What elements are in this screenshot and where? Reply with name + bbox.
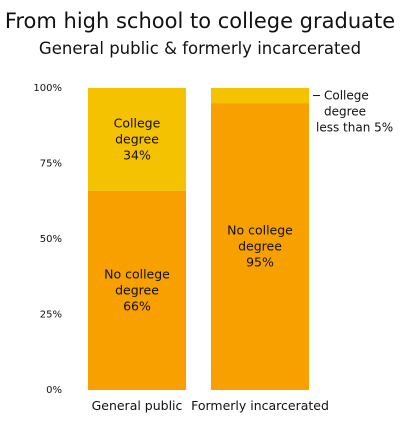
annotation-text: degree <box>324 105 366 119</box>
data-label: 34% <box>123 147 151 162</box>
y-tick-label: 75% <box>40 159 62 170</box>
bar-segment-college-1 <box>211 88 309 104</box>
category-label: Formerly incarcerated <box>191 398 329 413</box>
category-label: General public <box>92 398 183 413</box>
y-tick-label: 25% <box>40 310 62 321</box>
y-tick-label: 50% <box>40 234 62 245</box>
data-label: No college <box>227 223 293 238</box>
annotation-text: College <box>324 89 369 103</box>
data-label: No college <box>104 266 170 281</box>
data-label: degree <box>238 239 282 254</box>
data-label: degree <box>115 282 159 297</box>
annotation-text: less than 5% <box>316 121 393 135</box>
bar-segment-no-college-0 <box>88 190 186 390</box>
data-label: 95% <box>246 255 274 270</box>
bar-segment-no-college-1 <box>211 103 309 390</box>
y-tick-label: 100% <box>33 83 62 94</box>
data-label: degree <box>115 131 159 146</box>
chart-subtitle: General public & formerly incarcerated <box>38 39 362 58</box>
y-tick-label: 0% <box>46 385 62 396</box>
data-label: College <box>114 115 161 130</box>
chart-title: From high school to college graduate <box>4 9 396 33</box>
data-label: 66% <box>123 298 151 313</box>
bar-segment-college-0 <box>88 88 186 191</box>
